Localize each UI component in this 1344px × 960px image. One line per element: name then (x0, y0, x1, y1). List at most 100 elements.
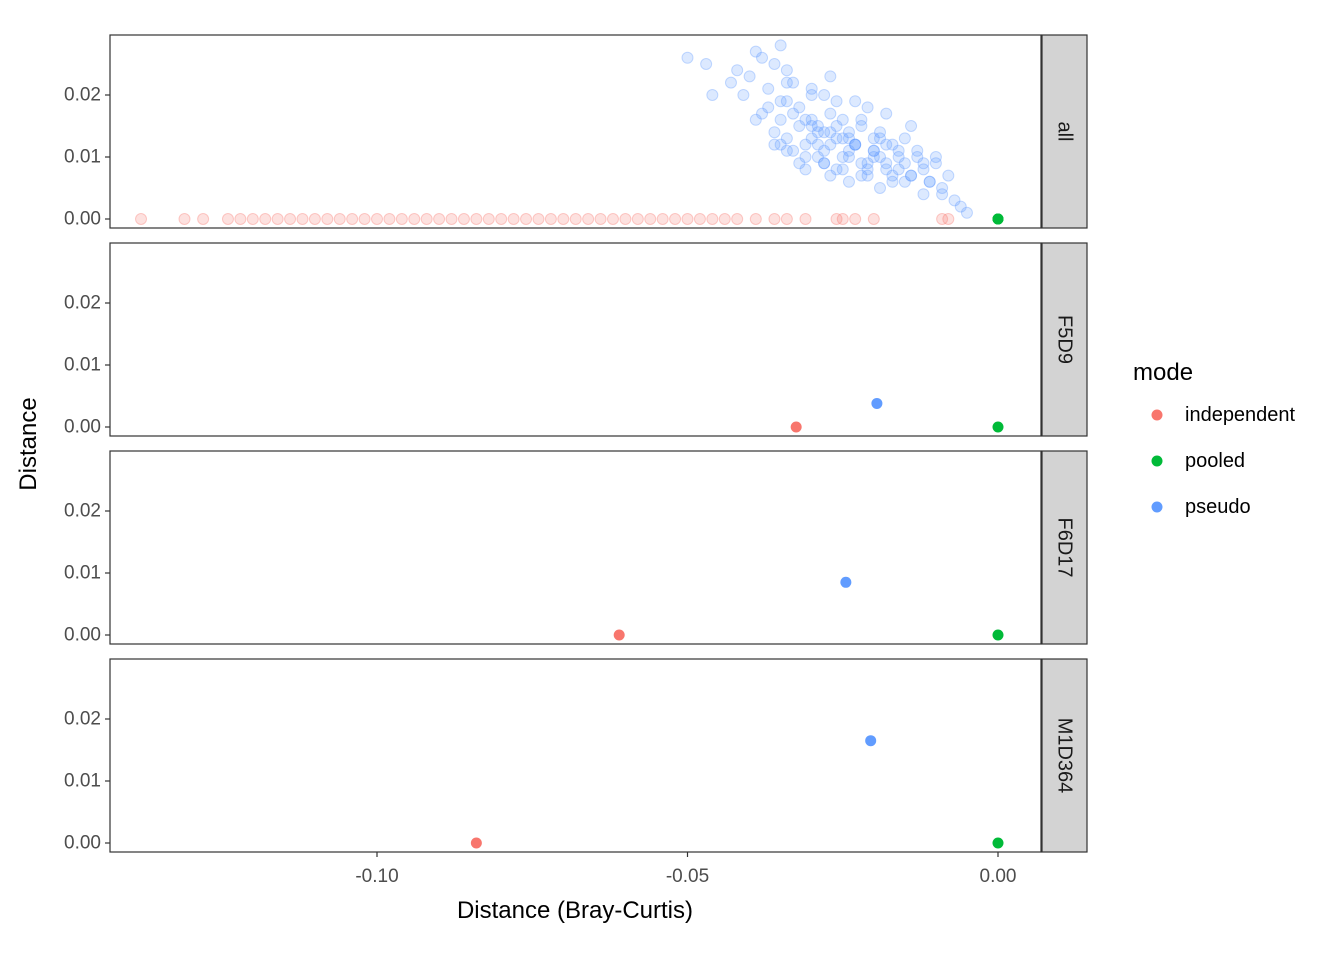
x-tick-label: -0.05 (666, 866, 709, 887)
data-point-pseudo (880, 157, 893, 170)
data-point-pseudo (849, 138, 862, 151)
data-point-pseudo (824, 126, 837, 139)
data-point-pseudo (818, 126, 831, 139)
data-point-pseudo (855, 113, 868, 126)
data-point-independent (942, 213, 955, 225)
series-independent (470, 837, 482, 849)
data-point-independent (383, 213, 396, 225)
data-point-pseudo (942, 169, 955, 182)
data-point-independent (135, 213, 148, 225)
data-point-independent (669, 213, 682, 225)
y-tick-label: 0.01 (64, 771, 101, 792)
data-point-pseudo (874, 151, 887, 163)
data-point-pseudo (818, 144, 831, 157)
data-point-independent (271, 213, 284, 225)
facet-strip-label: F5D9 (1054, 315, 1076, 364)
data-point-independent (371, 213, 383, 225)
data-point-independent (594, 213, 607, 225)
data-point-pseudo (706, 89, 719, 101)
data-point-pseudo (892, 144, 905, 157)
legend-title: mode (1133, 359, 1193, 386)
data-point-pseudo (898, 175, 911, 188)
data-point-pseudo (818, 157, 831, 170)
legend-entry-pseudo: pseudo (1151, 496, 1251, 518)
facet-panel-all: all 0.00 0.01 0.02 (64, 34, 1088, 230)
data-point-independent (569, 213, 582, 225)
legend-label: pseudo (1185, 496, 1251, 518)
data-point-pseudo (805, 132, 818, 145)
data-point-independent (749, 213, 762, 225)
series-pseudo (681, 39, 973, 219)
data-point-pseudo (811, 126, 824, 139)
data-point-pseudo (905, 169, 918, 182)
data-point-independent (333, 213, 346, 225)
data-point-pseudo (836, 132, 849, 145)
data-point-pseudo (871, 397, 883, 409)
data-point-pseudo (874, 132, 887, 145)
data-point-independent (470, 837, 482, 849)
data-point-pseudo (793, 101, 806, 114)
data-point-pseudo (905, 120, 918, 132)
data-point-pseudo (936, 188, 949, 201)
y-tick-label: 0.00 (64, 833, 101, 854)
data-point-independent (346, 213, 359, 225)
facet-strip-label: F6D17 (1054, 517, 1076, 577)
data-point-independent (790, 421, 802, 433)
data-point-independent (445, 213, 458, 225)
data-point-independent (532, 213, 545, 225)
data-point-independent (936, 213, 949, 225)
data-point-pseudo (700, 58, 713, 70)
data-point-pseudo (898, 132, 911, 145)
series-pooled (992, 629, 1004, 641)
data-point-independent (849, 213, 862, 225)
data-point-pseudo (923, 175, 936, 188)
data-point-pseudo (954, 200, 967, 213)
data-point-pseudo (830, 120, 843, 132)
panel-frame (109, 658, 1042, 853)
panel-frame (109, 34, 1042, 229)
series-independent (613, 629, 625, 641)
data-point-pseudo (898, 157, 911, 170)
data-point-pseudo (724, 76, 737, 89)
data-point-pseudo (842, 175, 855, 188)
data-point-pseudo (886, 138, 899, 151)
x-tick-label: 0.00 (980, 866, 1017, 887)
data-point-pseudo (960, 206, 973, 219)
data-point-independent (296, 213, 309, 225)
data-point-pseudo (780, 95, 793, 108)
y-tick-label: 0.02 (64, 709, 101, 730)
panel-frame (109, 450, 1042, 645)
data-point-pseudo (842, 151, 855, 163)
series-pseudo (871, 397, 883, 409)
legend-key (1151, 455, 1163, 467)
x-axis: -0.10 -0.05 0.00 (355, 852, 1016, 887)
data-point-independent (408, 213, 421, 225)
data-point-pseudo (867, 151, 880, 163)
data-point-independent (507, 213, 520, 225)
y-tick-label: 0.02 (64, 85, 101, 106)
data-point-pseudo (861, 169, 874, 182)
data-point-pseudo (780, 76, 793, 89)
data-point-pseudo (923, 175, 936, 188)
data-point-pseudo (836, 163, 849, 176)
series-independent (790, 421, 802, 433)
data-point-pseudo (830, 95, 843, 108)
data-point-pseudo (855, 120, 868, 132)
data-point-independent (358, 213, 371, 225)
data-point-pseudo (867, 132, 880, 145)
data-point-pseudo (849, 138, 862, 151)
data-point-pseudo (842, 144, 855, 157)
data-point-pseudo (774, 138, 787, 151)
series-independent (135, 213, 955, 225)
data-point-pseudo (842, 132, 855, 145)
data-point-pseudo (911, 151, 924, 163)
data-point-independent (321, 213, 334, 225)
data-point-pseudo (762, 82, 775, 95)
data-point-independent (606, 213, 619, 225)
series-pseudo (865, 735, 877, 747)
data-point-pseudo (681, 51, 694, 64)
legend-label: independent (1185, 404, 1296, 426)
facet-panels: all 0.00 0.01 0.02 F5D9 0.00 0.01 0.02 F6D17 0.00… (64, 34, 1088, 854)
data-point-pseudo (824, 107, 837, 120)
data-point-independent (557, 213, 570, 225)
